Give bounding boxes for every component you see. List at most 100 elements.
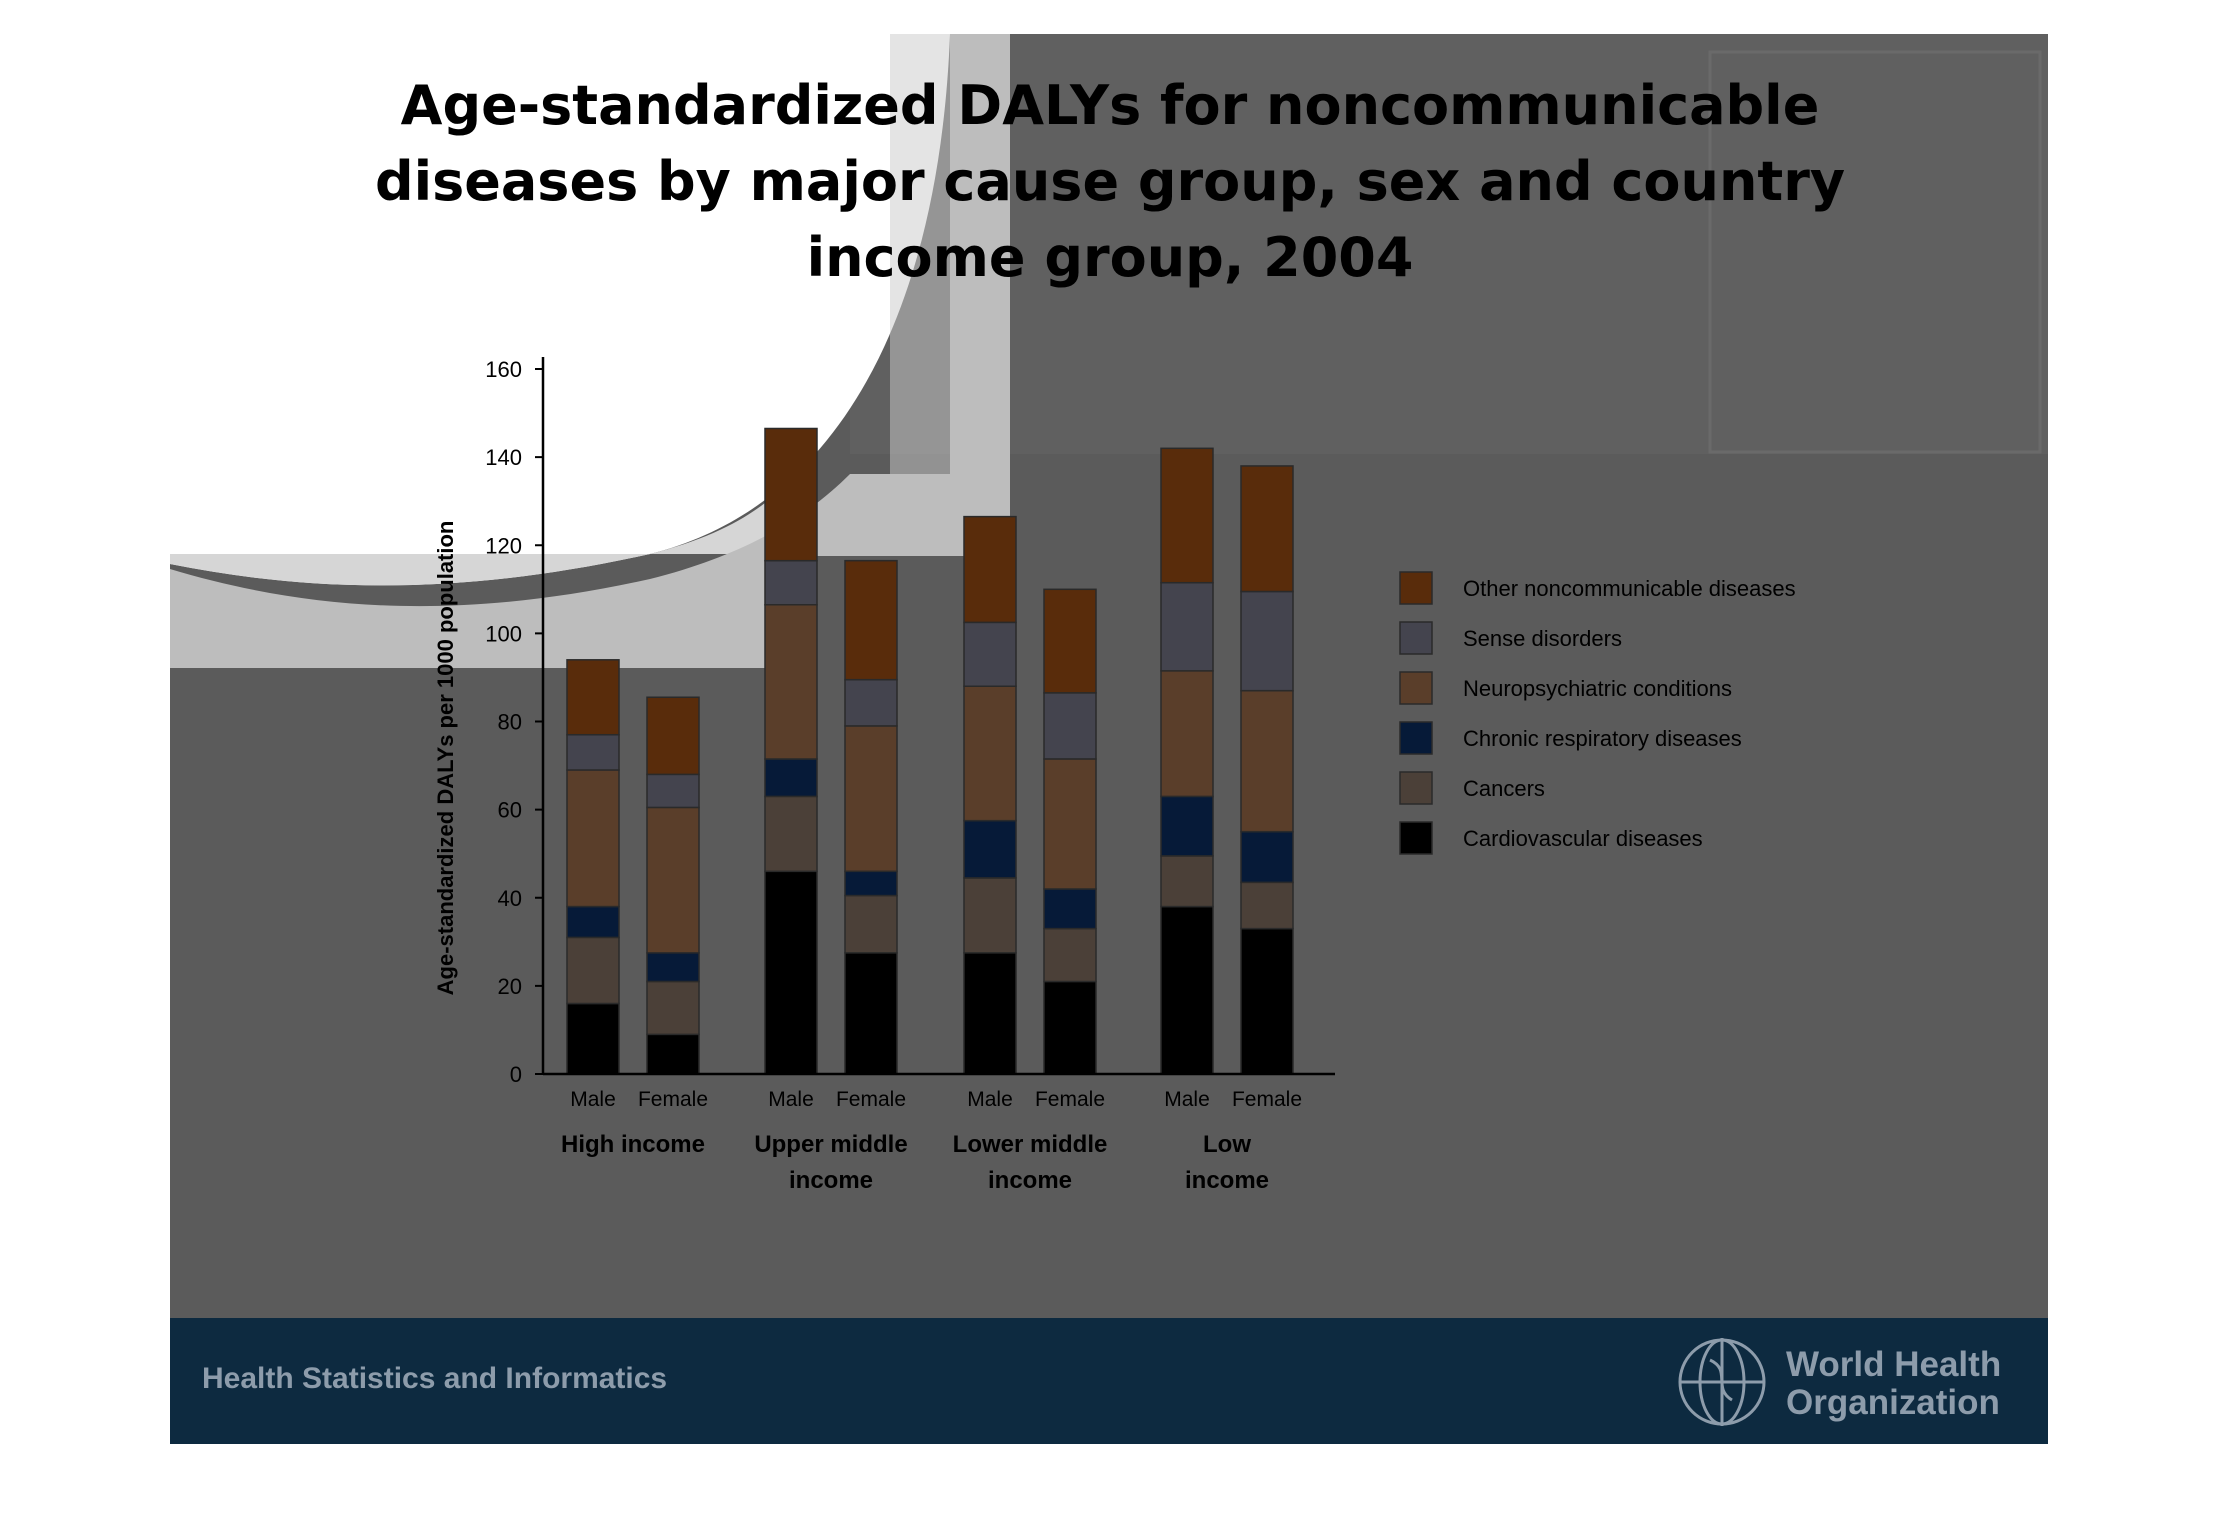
bar-segment-5-bar-2 [646,773,700,809]
bar-segment-4-bar-7 [1160,670,1214,798]
who-logo: World Health Organization [1678,1338,2001,1426]
x-group-label: Low [1203,1131,1251,1158]
slide-decoration [170,34,2048,1444]
x-group-label: income [988,1167,1072,1194]
logo-text-line2: Organization [1786,1383,2000,1422]
x-group-label: income [1185,1167,1269,1194]
legend-swatch [1399,771,1433,805]
bar-segment-4-bar-4 [844,725,898,873]
footer-text: Health Statistics and Informatics [202,1362,668,1395]
bar-segment-2-bar-7 [1160,855,1214,908]
bar-segment-1-bar-3 [764,870,818,1075]
y-tick-label: 100 [485,621,522,646]
y-axis-label: Age-standardized DALYs per 1000 populati… [433,521,458,996]
legend-swatch [1399,671,1433,705]
x-category-labels: Male Female Male Female Male Female Male Female [570,1088,1302,1111]
x-category-label: Male [967,1088,1013,1111]
y-tick-label: 60 [498,798,522,823]
bar-segment-6-bar-8 [1240,465,1294,593]
bar-segment-1-bar-2 [646,1033,700,1075]
x-group-label: income [789,1167,873,1194]
who-emblem-icon [1678,1338,1766,1426]
legend-label: Other noncommunicable diseases [1463,576,1796,601]
y-tick-labels: 0 20 40 60 80 100 120 140 160 [485,357,543,1087]
bar-segment-2-bar-2 [646,980,700,1036]
bar-segment-3-bar-8 [1240,830,1294,884]
y-tick-label: 20 [498,974,522,999]
bar-segment-5-bar-8 [1240,590,1294,692]
bar-segment-2-bar-6 [1043,927,1097,983]
bar-segment-3-bar-2 [646,952,700,983]
bar-segment-6-bar-7 [1160,447,1214,584]
bar-segment-6-bar-6 [1043,588,1097,694]
x-category-label: Female [836,1088,906,1111]
bar-segment-2-bar-8 [1240,881,1294,930]
bar-segment-5-bar-4 [844,678,898,727]
y-tick-label: 80 [498,710,522,735]
legend-label: Chronic respiratory diseases [1463,726,1742,751]
bar-segment-6-bar-3 [764,427,818,562]
bar-segment-4-bar-1 [566,769,620,908]
legend: Other noncommunicable diseases Sense diso… [1399,571,1796,855]
chart-title: Age-standardized DALYs for noncommunicab… [374,74,1846,289]
footer-bar: Health Statistics and Informatics World … [170,1318,2048,1444]
legend-label: Sense disorders [1463,626,1622,651]
legend-swatch [1399,621,1433,655]
x-category-label: Female [638,1088,708,1111]
bar-segment-5-bar-1 [566,733,620,771]
bar-segment-2-bar-1 [566,936,620,1005]
y-tick-label: 120 [485,533,522,558]
x-category-label: Female [1232,1088,1302,1111]
bar-segment-4-bar-6 [1043,758,1097,890]
bar-segment-6-bar-4 [844,559,898,681]
y-tick-label: 160 [485,357,522,382]
x-category-label: Male [768,1088,814,1111]
x-group-labels: High income Upper middle income Lower middl… [561,1131,1269,1194]
bar-segment-1-bar-1 [566,1002,620,1075]
bar-segment-1-bar-7 [1160,905,1214,1075]
x-group-label: Upper middle [754,1131,907,1158]
bar-segment-4-bar-5 [963,685,1017,822]
bar-segment-1-bar-6 [1043,980,1097,1075]
x-group-label: Lower middle [953,1131,1108,1158]
x-category-label: Male [1164,1088,1210,1111]
bar-segment-5-bar-3 [764,559,818,606]
bar-segment-3-bar-6 [1043,888,1097,930]
chart: 0 20 40 60 80 100 120 140 160 Age-standardized D… [433,357,1796,1194]
bar-segment-3-bar-3 [764,758,818,798]
bar-segment-2-bar-5 [963,877,1017,954]
bar-segment-1-bar-4 [844,952,898,1075]
bar-segment-1-bar-5 [963,952,1017,1075]
bar-segment-6-bar-1 [566,659,620,736]
bar-segment-3-bar-1 [566,905,620,939]
bar-segment-6-bar-5 [963,515,1017,624]
legend-swatch [1399,821,1433,855]
bar-segment-1-bar-8 [1240,927,1294,1075]
bar-segment-2-bar-3 [764,795,818,873]
bar-segment-3-bar-7 [1160,795,1214,857]
bar-segment-4-bar-8 [1240,689,1294,833]
bar-segment-2-bar-4 [844,894,898,954]
bar-segment-3-bar-4 [844,870,898,897]
bar-segment-5-bar-7 [1160,581,1214,672]
bar-segment-6-bar-2 [646,696,700,776]
bar-segment-4-bar-2 [646,806,700,954]
y-tick-label: 140 [485,445,522,470]
bar-segment-5-bar-5 [963,621,1017,687]
x-group-label: High income [561,1131,705,1158]
slide: Age-standardized DALYs for noncommunicab… [170,34,2048,1444]
legend-swatch [1399,571,1433,605]
x-category-label: Male [570,1088,616,1111]
legend-label: Neuropsychiatric conditions [1463,676,1732,701]
bar-segment-3-bar-5 [963,819,1017,879]
logo-text-line1: World Health [1786,1345,2001,1384]
bar-segment-5-bar-6 [1043,692,1097,760]
chart-axes [541,357,1335,1076]
legend-label: Cardiovascular diseases [1463,826,1703,851]
x-category-label: Female [1035,1088,1105,1111]
legend-label: Cancers [1463,776,1545,801]
y-tick-label: 40 [498,886,522,911]
chart-bars [566,427,1294,1075]
legend-swatch [1399,721,1433,755]
y-tick-label: 0 [510,1062,522,1087]
